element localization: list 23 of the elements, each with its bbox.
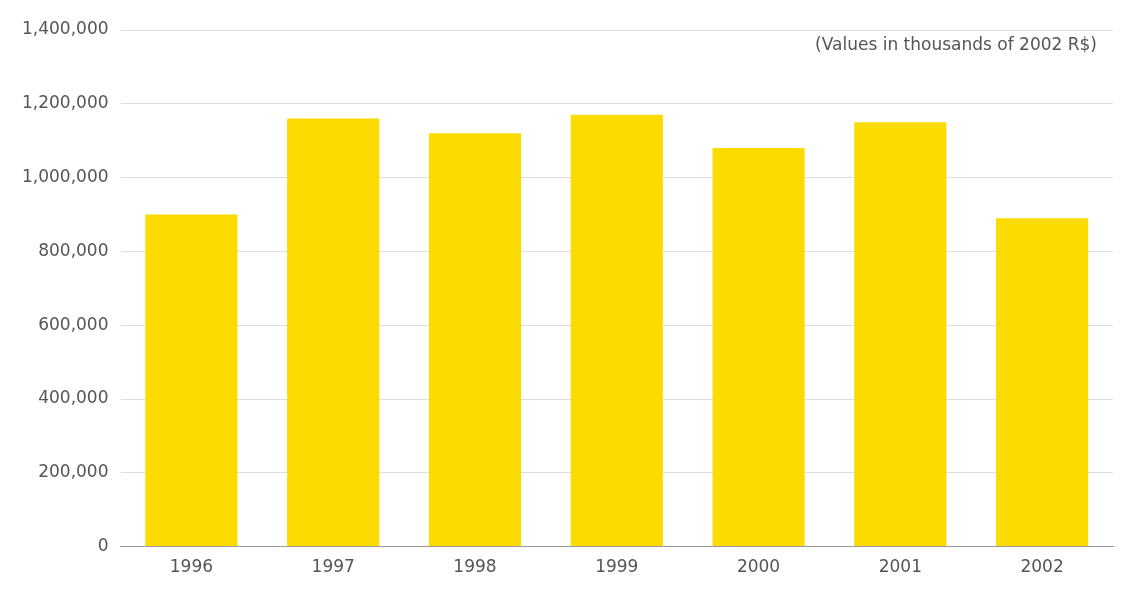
bar xyxy=(287,118,380,547)
x-tick-label: 2000 xyxy=(736,556,781,577)
x-tick-label: 2001 xyxy=(878,556,922,577)
bar xyxy=(996,218,1089,547)
y-tick-label: 800,000 xyxy=(38,239,109,260)
x-tick-label: 1996 xyxy=(169,556,214,577)
y-tick-label: 600,000 xyxy=(38,313,109,334)
y-tick-label: 1,000,000 xyxy=(21,166,109,187)
y-tick-label: 200,000 xyxy=(38,461,109,482)
bar xyxy=(854,122,947,547)
x-tick-label: 1997 xyxy=(311,556,355,577)
x-tick-label: 2002 xyxy=(1020,556,1064,577)
y-tick-label: 1,400,000 xyxy=(21,18,109,39)
bar xyxy=(712,148,805,547)
bar xyxy=(428,133,522,547)
y-tick-label: 400,000 xyxy=(38,387,109,408)
y-tick-label: 0 xyxy=(97,535,109,556)
x-tick-label: 1998 xyxy=(453,556,497,577)
bar xyxy=(570,114,663,547)
x-tick-label: 1999 xyxy=(595,556,639,577)
y-tick-label: 1,200,000 xyxy=(21,92,109,113)
annotation: (Values in thousands of 2002 R$) xyxy=(815,34,1097,54)
bar xyxy=(145,214,238,547)
